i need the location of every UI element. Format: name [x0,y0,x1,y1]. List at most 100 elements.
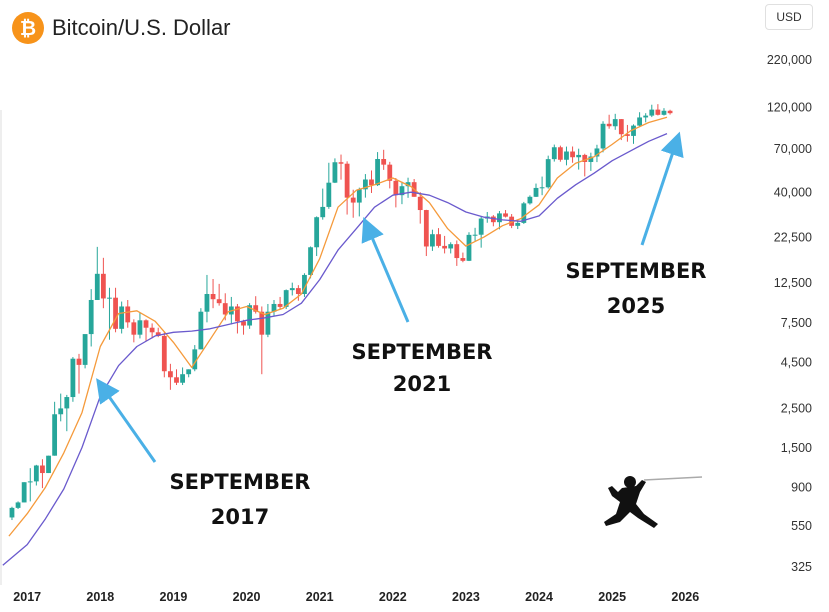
candle [259,306,265,375]
candle-body [332,162,338,183]
candle [332,158,338,184]
y-tick-label: 550 [791,519,812,533]
candle-body [210,294,216,300]
x-tick-label: 2024 [525,590,553,604]
candle [186,369,192,378]
candle-body [302,274,307,295]
candle [527,195,533,205]
candle-body [308,247,313,275]
candlestick-series [9,104,673,521]
candle-body [454,244,460,259]
candle [576,148,582,170]
candle-body [131,322,137,335]
y-tick-label: 7,500 [781,316,812,330]
candle-body [515,222,521,226]
candle-body [399,186,405,196]
candle [588,152,594,171]
candle-body [527,196,533,204]
candle [100,257,106,309]
candle-body [82,334,88,365]
candle [631,124,636,144]
annotation-year: 2025 [607,294,665,318]
annotation-labels: SEPTEMBER 2017 SEPTEMBER 2021 SEPTEMBER 2025 [170,259,707,529]
candle [94,246,100,300]
candle [423,209,429,257]
candle-body [466,234,472,261]
candle [58,393,64,422]
candle [295,285,301,301]
candle-body [338,162,344,164]
x-tick-label: 2019 [160,590,188,604]
candle-body [350,197,356,203]
candle-body [448,244,454,249]
candle-body [149,327,155,333]
candle [564,146,569,166]
candle [448,242,454,254]
candle-body [570,151,575,158]
candle [466,232,472,262]
candle [497,211,502,230]
candle-body [265,311,271,335]
candle [289,282,295,296]
candle [174,369,179,386]
candle-body [521,203,527,223]
candle-body [9,507,15,518]
candle-body [107,297,112,299]
candle-body [40,465,45,474]
candle-body [119,306,125,329]
time-axis: 2017 2018 2019 2020 2021 2022 2023 2024 2025 2026 [13,590,699,604]
candle [137,312,143,339]
candle [405,177,411,198]
candle [582,153,588,177]
candle [557,145,563,162]
candle [198,308,204,350]
candle [637,112,642,127]
candle-body [174,377,179,383]
currency-label[interactable]: USD [765,4,813,30]
candle [88,289,94,347]
candle-body [551,147,557,160]
candle [265,303,271,338]
candle [241,319,246,335]
candle-body [649,109,655,116]
fencer-silhouette-icon [604,476,703,528]
y-tick-label: 220,000 [767,53,812,67]
candle [9,506,15,521]
candle [655,104,661,116]
annotation-month: SEPTEMBER [566,259,707,283]
candle [356,187,362,217]
candle-body [509,216,515,226]
candle-body [405,182,411,187]
candle-body [326,182,332,207]
candle-body [247,305,253,326]
candle [33,464,39,486]
candle [119,301,125,334]
candle [643,113,649,123]
y-tick-label: 40,000 [774,186,812,200]
candle [503,210,508,218]
candle [192,345,198,372]
x-tick-label: 2022 [379,590,407,604]
x-tick-label: 2026 [671,590,699,604]
candle-body [442,245,448,249]
candle [314,216,320,257]
candle-body [503,213,508,217]
candle-body [64,397,70,409]
candle-body [295,288,301,295]
candle [490,215,496,227]
candle-body [667,110,673,114]
x-tick-label: 2018 [86,590,114,604]
candle-body [387,164,393,181]
candle-body [21,482,27,503]
candle-body [70,358,76,398]
candle [320,188,326,220]
annotation-year: 2021 [393,372,451,396]
candle-body [576,154,582,158]
candle-body [460,258,466,261]
candle-body [161,335,167,372]
candle [393,178,399,208]
candle-body [15,502,21,508]
annotation-arrow [96,378,157,463]
candle-body [564,151,569,160]
